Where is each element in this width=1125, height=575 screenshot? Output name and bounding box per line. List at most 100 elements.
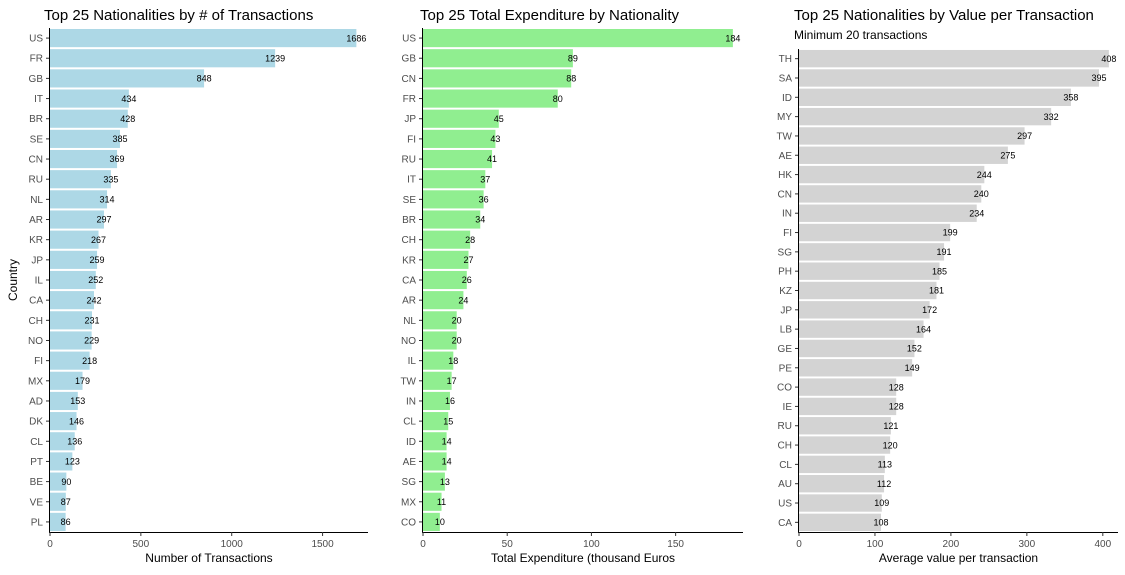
bar-id bbox=[799, 88, 1071, 106]
data-label: 20 bbox=[452, 336, 462, 346]
y-tick-label: SA bbox=[779, 73, 793, 84]
y-tick-label: FR bbox=[30, 54, 43, 65]
x-tick-label: 400 bbox=[1094, 539, 1111, 550]
data-label: 17 bbox=[447, 376, 457, 386]
x-tick-label: 300 bbox=[1019, 539, 1036, 550]
x-tick-label: 500 bbox=[133, 539, 150, 550]
y-tick-label: TW bbox=[400, 376, 416, 387]
data-label: 121 bbox=[883, 421, 898, 431]
data-label: 136 bbox=[67, 436, 82, 446]
bar-mx bbox=[50, 371, 83, 390]
chart-subtitle: Minimum 20 transactions bbox=[794, 28, 927, 42]
y-tick-label: FR bbox=[403, 94, 416, 105]
y-tick-label: KR bbox=[402, 255, 416, 266]
data-label: 45 bbox=[494, 114, 504, 124]
data-label: 234 bbox=[969, 208, 984, 218]
y-tick-label: BE bbox=[30, 477, 44, 488]
data-label: 252 bbox=[88, 275, 103, 285]
y-tick-label: BR bbox=[29, 114, 43, 125]
y-tick-label: NL bbox=[30, 195, 43, 206]
data-label: 229 bbox=[84, 336, 99, 346]
data-label: 120 bbox=[883, 440, 898, 450]
y-tick-label: BR bbox=[402, 215, 416, 226]
data-label: 172 bbox=[922, 305, 937, 315]
data-label: 358 bbox=[1063, 93, 1078, 103]
data-label: 27 bbox=[463, 255, 473, 265]
data-label: 123 bbox=[65, 457, 80, 467]
data-label: 185 bbox=[932, 266, 947, 276]
y-tick-label: JP bbox=[404, 114, 416, 125]
bar-sg bbox=[799, 243, 945, 261]
y-tick-label: CH bbox=[29, 316, 43, 327]
bar-cl bbox=[423, 412, 449, 431]
bar-ch bbox=[50, 311, 92, 330]
bar-ie bbox=[799, 397, 897, 416]
data-label: 24 bbox=[458, 295, 468, 305]
data-label: 88 bbox=[566, 74, 576, 84]
bar-us bbox=[423, 29, 733, 48]
bar-ca bbox=[423, 270, 467, 290]
x-axis-title: Total Expenditure (thousand Euros bbox=[491, 551, 675, 565]
bar-it bbox=[50, 89, 129, 108]
data-label: 152 bbox=[907, 344, 922, 354]
x-axis-title: Number of Transactions bbox=[145, 551, 272, 565]
bar-ae bbox=[799, 146, 1008, 164]
y-tick-label: NO bbox=[28, 336, 43, 347]
y-tick-label: CA bbox=[402, 276, 416, 287]
data-label: 332 bbox=[1044, 112, 1059, 122]
bar-ar bbox=[423, 291, 464, 310]
data-label: 297 bbox=[1017, 131, 1032, 141]
data-label: 108 bbox=[874, 518, 889, 528]
y-tick-label: KZ bbox=[779, 286, 792, 297]
bar-ru bbox=[50, 170, 111, 189]
bar-tw bbox=[799, 127, 1025, 145]
y-tick-label: CO bbox=[401, 517, 416, 528]
y-tick-label: KR bbox=[29, 235, 43, 246]
data-label: 184 bbox=[725, 33, 740, 43]
data-label: 28 bbox=[465, 235, 475, 245]
bar-kr bbox=[423, 250, 469, 269]
bar-th bbox=[799, 49, 1109, 68]
data-label: 164 bbox=[916, 324, 931, 334]
y-tick-label: MX bbox=[401, 497, 416, 508]
bar-co bbox=[799, 378, 897, 396]
data-label: 41 bbox=[487, 154, 497, 164]
y-tick-label: CH bbox=[402, 235, 416, 246]
bar-ve bbox=[50, 492, 66, 511]
bar-au bbox=[799, 475, 885, 493]
bar-ar bbox=[50, 210, 104, 229]
bar-my bbox=[799, 107, 1052, 126]
bar-se bbox=[50, 129, 120, 148]
x-tick-label: 100 bbox=[867, 539, 884, 550]
data-label: 369 bbox=[110, 154, 125, 164]
y-tick-label: SE bbox=[403, 195, 417, 206]
bar-fr bbox=[423, 89, 558, 108]
x-axis-title: Average value per transaction bbox=[879, 551, 1038, 565]
data-label: 240 bbox=[974, 189, 989, 199]
x-tick-label: 0 bbox=[420, 539, 426, 550]
data-label: 1686 bbox=[346, 33, 366, 43]
y-tick-label: AD bbox=[29, 396, 43, 407]
x-tick-label: 0 bbox=[796, 539, 802, 550]
bar-il bbox=[423, 351, 454, 370]
data-label: 14 bbox=[442, 457, 452, 467]
y-tick-label: CN bbox=[29, 155, 43, 166]
bar-in bbox=[799, 204, 977, 222]
y-tick-label: DK bbox=[29, 417, 43, 428]
bar-ad bbox=[50, 391, 78, 411]
data-label: 275 bbox=[1000, 150, 1015, 160]
bar-fi bbox=[50, 351, 90, 370]
data-label: 43 bbox=[490, 134, 500, 144]
data-label: 34 bbox=[475, 215, 485, 225]
y-tick-label: TH bbox=[779, 54, 792, 65]
bar-id bbox=[423, 432, 447, 451]
y-axis-title: Country bbox=[6, 259, 20, 301]
bar-fr bbox=[50, 49, 276, 68]
bar-ae bbox=[423, 452, 447, 471]
y-tick-label: GE bbox=[778, 344, 793, 355]
data-label: 385 bbox=[112, 134, 127, 144]
y-tick-label: CA bbox=[29, 296, 43, 307]
data-label: 16 bbox=[445, 396, 455, 406]
